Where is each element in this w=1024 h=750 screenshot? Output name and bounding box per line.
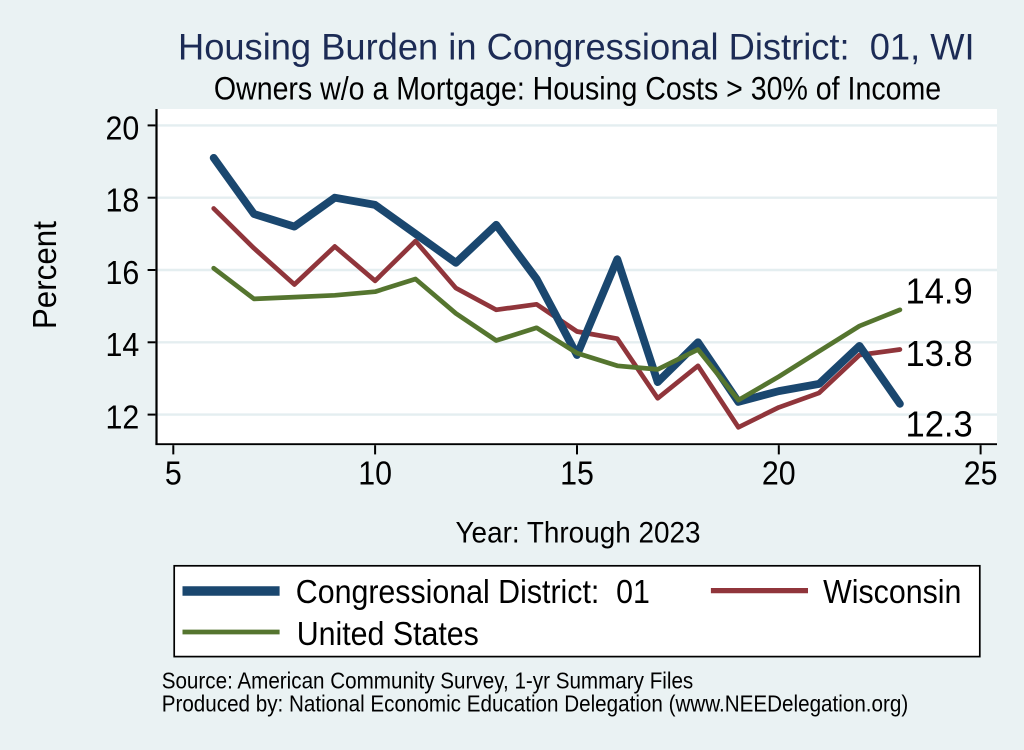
- svg-text:Owners w/o a Mortgage: Housing: Owners w/o a Mortgage: Housing Costs > 3…: [214, 72, 941, 107]
- svg-text:18: 18: [105, 182, 139, 219]
- svg-text:10: 10: [358, 454, 392, 491]
- svg-text:14: 14: [105, 326, 139, 363]
- svg-text:Year: Through 2023: Year: Through 2023: [456, 516, 701, 549]
- svg-text:5: 5: [165, 454, 182, 491]
- svg-text:United States: United States: [297, 615, 479, 652]
- svg-text:16: 16: [105, 254, 139, 291]
- svg-text:12: 12: [105, 398, 139, 435]
- svg-text:13.8: 13.8: [906, 334, 973, 374]
- svg-text:Wisconsin: Wisconsin: [823, 573, 961, 610]
- svg-text:Source: American Community Sur: Source: American Community Survey, 1-yr …: [162, 667, 694, 694]
- svg-text:25: 25: [964, 454, 998, 491]
- svg-text:Percent: Percent: [26, 221, 63, 329]
- svg-text:Housing Burden in Congressiona: Housing Burden in Congressional District…: [178, 26, 975, 68]
- svg-text:20: 20: [762, 454, 796, 491]
- svg-text:20: 20: [105, 109, 139, 146]
- svg-text:Congressional District: 01: Congressional District: 01: [296, 573, 650, 610]
- svg-text:Produced by: National Economic: Produced by: National Economic Education…: [162, 690, 909, 717]
- svg-text:14.9: 14.9: [906, 272, 973, 312]
- svg-text:15: 15: [560, 454, 594, 491]
- svg-text:12.3: 12.3: [906, 405, 973, 445]
